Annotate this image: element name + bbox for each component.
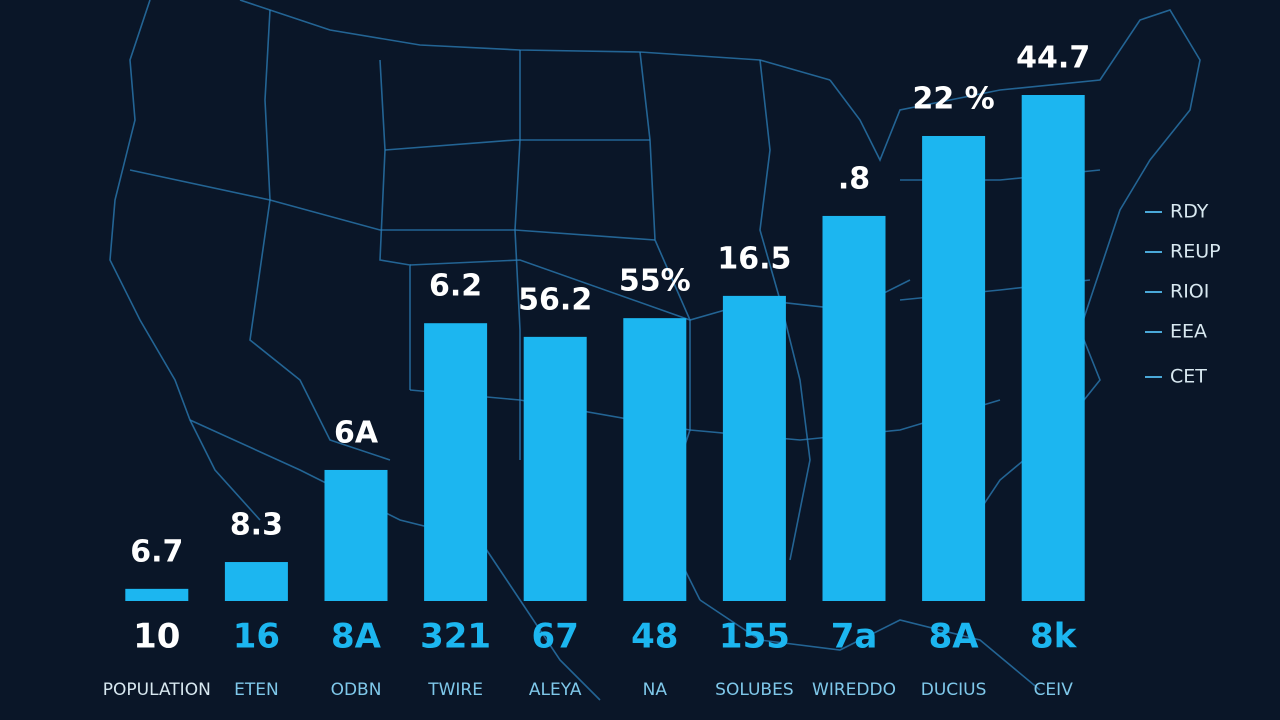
x-tick-label: DUCIUS [921, 680, 987, 700]
bar-annotation: 16.5 [717, 241, 791, 276]
bar-annotation: 56.2 [518, 282, 592, 317]
bar-number: 16 [233, 617, 280, 657]
x-tick-label: TWIRE [427, 680, 483, 700]
bar [523, 336, 587, 601]
x-tick-label: NA [643, 680, 668, 700]
x-tick-label: CEIV [1034, 680, 1074, 700]
x-tick-label: ETEN [234, 680, 279, 700]
bar-number: 7a [831, 617, 878, 657]
legend-label: REUP [1170, 241, 1221, 263]
bar-number: 8A [331, 617, 382, 657]
bar [1021, 95, 1085, 601]
x-tick-label: WIREDDO [812, 680, 896, 700]
legend-label: CET [1170, 366, 1207, 388]
bar-number: 67 [532, 617, 579, 657]
legend-label: EEA [1170, 321, 1207, 343]
bar-number: 8A [929, 617, 980, 657]
bar [324, 469, 388, 601]
bar-number: 8k [1030, 617, 1078, 657]
bar-annotation: 8.3 [230, 508, 283, 543]
bar [922, 135, 986, 601]
bar [623, 318, 687, 601]
bar-annotation: 22 % [912, 81, 994, 116]
legend-label: RDY [1170, 201, 1209, 223]
bar-annotation: 6.7 [130, 534, 183, 569]
bar-number: 155 [719, 617, 790, 657]
bar [722, 295, 786, 601]
bar [125, 588, 189, 601]
legend-label: RIOI [1170, 281, 1209, 303]
legend [1145, 211, 1162, 378]
bar-number: 48 [631, 617, 678, 657]
bar-annotation: 6A [334, 415, 379, 450]
x-tick-label: ALEYA [529, 680, 582, 700]
bar-annotation: 6.2 [429, 269, 482, 304]
bar-number: 10 [133, 617, 180, 657]
x-tick-label: POPULATION [103, 680, 211, 700]
bar [822, 215, 886, 601]
bar-annotation: 44.7 [1016, 41, 1090, 76]
bar-annotation: .8 [838, 161, 870, 196]
bar [224, 562, 288, 601]
bar-number: 321 [420, 617, 491, 657]
x-tick-label: ODBN [331, 680, 382, 700]
x-tick-label: SOLUBES [715, 680, 793, 700]
bar [424, 323, 488, 601]
bar-annotation: 55% [619, 264, 691, 299]
